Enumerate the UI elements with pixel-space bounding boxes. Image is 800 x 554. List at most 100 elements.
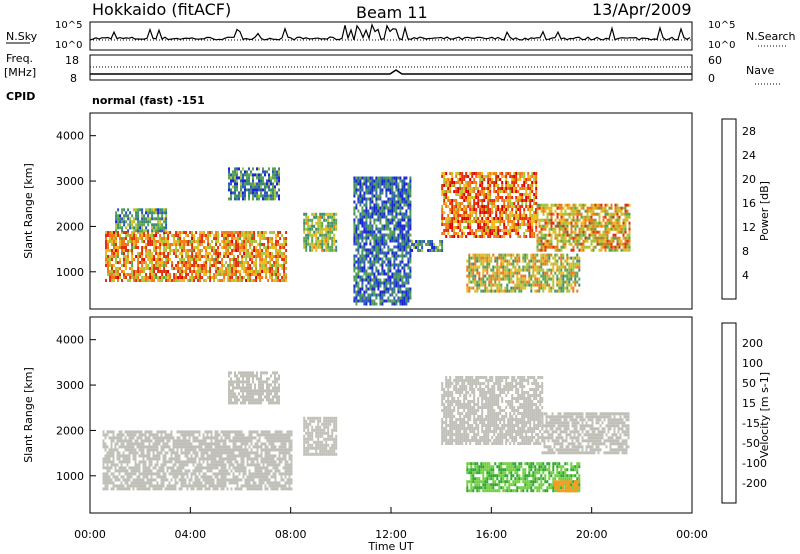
heatmap-cell — [125, 249, 127, 252]
heatmap-cell — [197, 267, 200, 270]
heatmap-cell — [401, 230, 404, 234]
heatmap-cell — [115, 246, 117, 249]
heatmap-cell — [209, 231, 212, 234]
heatmap-cell — [325, 224, 328, 228]
heatmap-cell — [241, 246, 244, 249]
heatmap-cell — [465, 172, 468, 175]
heatmap-cell — [171, 234, 174, 237]
heatmap-cell — [471, 211, 474, 214]
heatmap-cell — [305, 239, 308, 243]
heatmap-cell — [240, 179, 242, 183]
heatmap-cell — [113, 264, 115, 267]
heatmap-cell — [502, 256, 505, 260]
heatmap-cell — [268, 179, 270, 183]
heatmap-cell — [391, 293, 394, 297]
heatmap-cell — [580, 230, 583, 234]
heatmap-cell — [570, 233, 573, 237]
heatmap-cell — [373, 242, 376, 246]
heatmap-cell — [207, 240, 210, 243]
heatmap-cell — [193, 279, 196, 282]
heatmap-cell — [546, 256, 549, 260]
heatmap-cell — [512, 286, 515, 290]
heatmap-cell — [237, 258, 240, 261]
heatmap-cell — [257, 231, 260, 234]
heatmap-cell — [485, 220, 488, 223]
heatmap-cell — [475, 187, 478, 190]
heatmap-cell — [353, 263, 356, 267]
heatmap-cell — [407, 197, 410, 201]
heatmap-cell — [387, 257, 390, 261]
heatmap-cell — [253, 237, 256, 240]
heatmap-cell — [511, 211, 514, 214]
heatmap-cell — [501, 235, 504, 238]
heatmap-cell — [246, 182, 248, 186]
heatmap-cell — [624, 209, 627, 213]
heatmap-cell — [540, 242, 543, 246]
heatmap-cell — [467, 193, 470, 196]
heatmap-cell — [502, 274, 505, 278]
heatmap-cell — [245, 267, 248, 270]
heatmap-cell — [389, 293, 392, 297]
heatmap-cell — [141, 267, 144, 270]
heatmap-cell — [140, 454, 143, 458]
heatmap-cell — [325, 248, 328, 252]
heatmap-cell — [130, 430, 133, 434]
heatmap-cell — [530, 289, 533, 293]
heatmap-cell — [121, 252, 123, 255]
heatmap-cell — [473, 178, 476, 181]
heatmap-cell — [133, 276, 136, 279]
heatmap-cell — [618, 218, 621, 222]
heatmap-cell — [183, 264, 186, 267]
heatmap-cell — [107, 258, 109, 261]
heatmap-cell — [501, 196, 504, 199]
heatmap-cell — [317, 224, 320, 228]
heatmap-cell — [389, 266, 392, 270]
heatmap-cell — [135, 217, 138, 221]
heatmap-cell — [486, 253, 489, 257]
heatmap-cell — [258, 185, 260, 189]
heatmap-cell — [240, 176, 242, 180]
heatmap-cell — [395, 224, 398, 228]
heatmap-cell — [544, 242, 547, 246]
heatmap-cell — [550, 253, 553, 257]
heatmap-cell — [566, 253, 569, 257]
heatmap-cell — [179, 237, 182, 240]
heatmap-cell — [269, 246, 272, 249]
heatmap-cell — [393, 272, 396, 276]
heatmap-cell — [333, 218, 336, 222]
heatmap-cell — [624, 248, 627, 252]
heatmap-cell — [246, 170, 248, 174]
heatmap-cell — [524, 280, 527, 284]
heatmap-cell — [255, 255, 258, 258]
heatmap-cell — [104, 460, 107, 464]
heatmap-cell — [371, 287, 374, 291]
heatmap-cell — [247, 237, 250, 240]
heatmap-cell — [111, 273, 113, 276]
heatmap-cell — [540, 259, 543, 263]
heatmap-cell — [556, 265, 559, 269]
heatmap-cell — [395, 212, 398, 216]
heatmap-cell — [359, 179, 362, 183]
heatmap-cell — [531, 223, 534, 226]
heatmap-cell — [409, 269, 412, 273]
heatmap-cell — [477, 196, 480, 199]
heatmap-cell — [519, 211, 522, 214]
heatmap-cell — [229, 264, 232, 267]
heatmap-cell — [407, 242, 410, 246]
heatmap-cell — [203, 261, 206, 264]
heatmap-cell — [276, 182, 278, 186]
heatmap-cell — [361, 209, 364, 213]
heatmap-cell — [558, 256, 561, 260]
heatmap-cell — [260, 191, 262, 195]
heatmap-cell — [385, 200, 388, 204]
heatmap-cell — [135, 255, 138, 258]
heatmap-cell — [261, 255, 264, 258]
heatmap-cell — [235, 237, 238, 240]
heatmap-cell — [522, 280, 525, 284]
heatmap-cell — [243, 276, 246, 279]
heatmap-cell — [393, 254, 396, 258]
heatmap-cell — [142, 472, 145, 476]
heatmap-cell — [199, 240, 202, 243]
heatmap-cell — [383, 293, 386, 297]
heatmap-cell — [620, 242, 623, 246]
